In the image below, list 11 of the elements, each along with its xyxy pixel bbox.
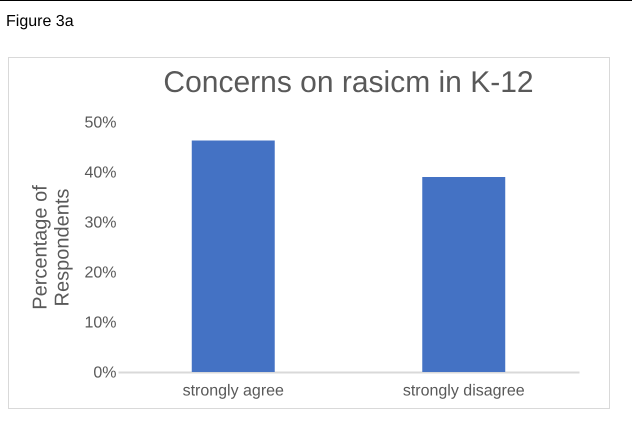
y-tick-label: 10% [84,314,116,332]
caption: Figure 3a [6,13,74,31]
chart-title: Concerns on rasicm in K-12 [163,66,534,99]
y-tick-label: 30% [84,214,116,232]
y-tick-label: 50% [84,114,116,132]
y-tick-label: 40% [84,164,116,182]
y-axis-title: Percentage of Respondents [29,184,74,310]
x-tick-label: strongly agree [182,382,284,400]
y-tick-label: 0% [93,364,116,382]
y-tick-label: 20% [84,264,116,282]
x-tick-label: strongly disagree [402,382,525,400]
